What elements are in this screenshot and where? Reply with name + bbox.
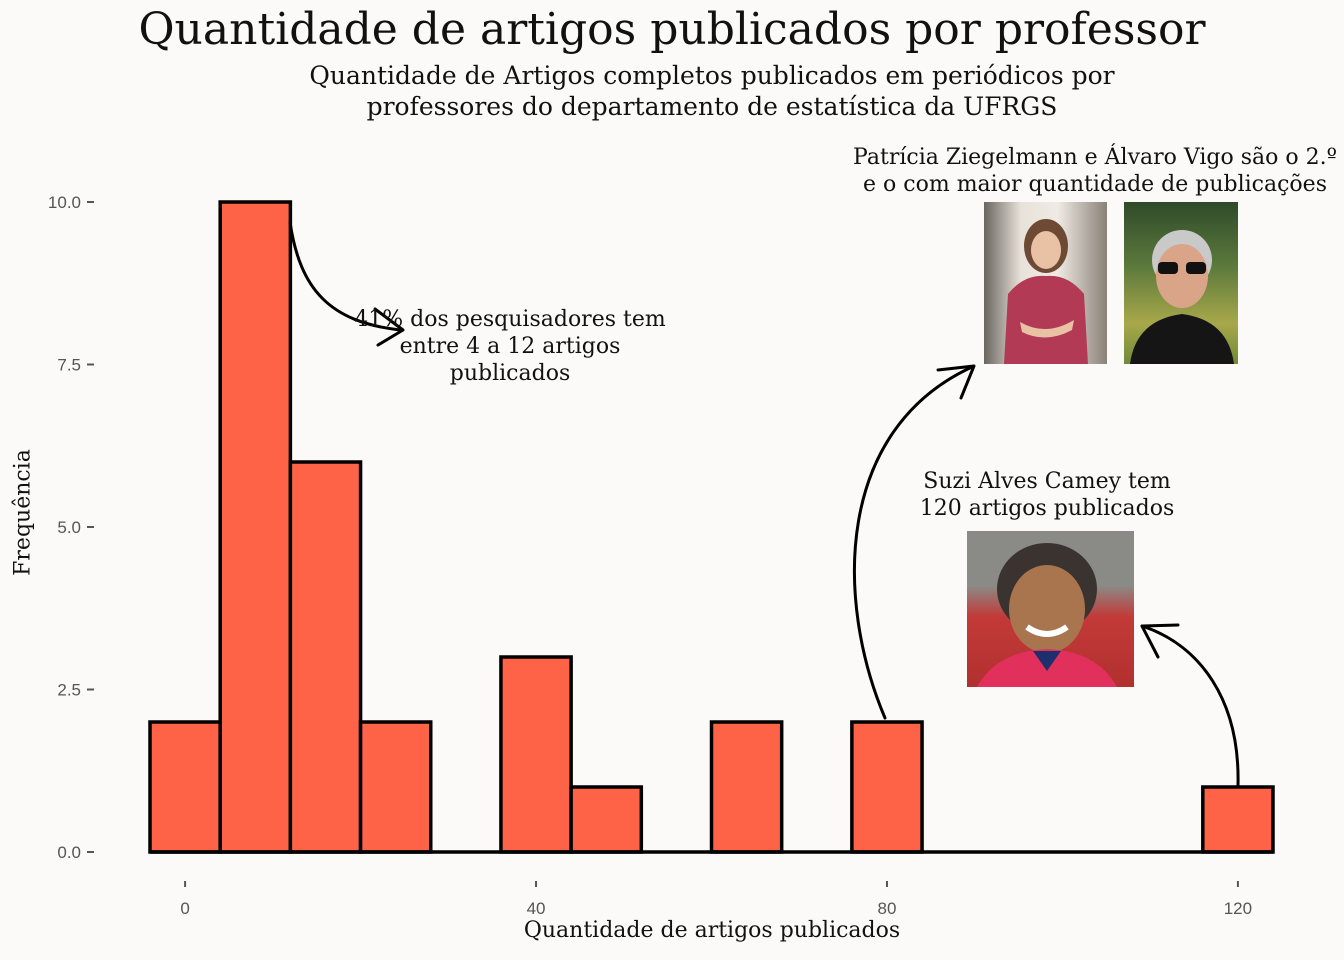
histogram-bars: [148, 200, 1275, 854]
x-tick-label: 0: [180, 899, 189, 918]
photo-suzi: [967, 531, 1134, 687]
x-axis-ticks: 0 40 80 120: [180, 881, 1252, 918]
x-tick-label: 40: [527, 899, 546, 918]
histogram-bar: [499, 655, 573, 854]
y-tick-label: 2.5: [57, 681, 81, 700]
arrow-to-top-photos: [852, 365, 974, 720]
arrow-to-left-annotation: [288, 220, 402, 332]
arrowhead-top: [936, 364, 976, 400]
y-axis-label: Frequência: [10, 449, 36, 576]
chart-subtitle: Quantidade de Artigos completos publicad…: [309, 61, 1115, 121]
x-axis-label: Quantidade de artigos publicados: [523, 918, 901, 943]
histogram-bar: [709, 720, 784, 854]
histogram-bar: [218, 200, 293, 854]
y-tick-label: 5.0: [57, 518, 81, 537]
annotation-arrows: [288, 220, 1240, 787]
histogram-bar: [1201, 785, 1275, 854]
photo-patricia: [984, 202, 1107, 364]
histogram-bar: [850, 720, 924, 854]
histogram-bar: [358, 720, 433, 854]
y-tick-label: 0.0: [57, 843, 81, 862]
annotation-percentage: 41% dos pesquisadores tem entre 4 a 12 a…: [354, 307, 666, 386]
chart-title: Quantidade de artigos publicados por pro…: [138, 4, 1206, 55]
y-tick-label: 7.5: [57, 356, 81, 375]
arrowhead-suzi: [1140, 623, 1180, 659]
annotation-top-professors: Patrícia Ziegelmann e Álvaro Vigo são o …: [853, 145, 1337, 197]
histogram-bar: [569, 785, 644, 854]
x-tick-label: 120: [1224, 899, 1252, 918]
photo-alvaro: [1124, 202, 1238, 364]
y-tick-label: 10.0: [48, 193, 81, 212]
annotation-suzi: Suzi Alves Camey tem 120 artigos publica…: [919, 469, 1175, 521]
arrow-to-suzi-photo: [1140, 624, 1240, 787]
arrowhead-left: [373, 307, 405, 347]
y-axis-ticks: 0.0 2.5 5.0 7.5 10.0: [48, 193, 94, 862]
histogram-bar: [288, 460, 363, 854]
x-tick-label: 80: [878, 899, 897, 918]
histogram-bar: [148, 720, 222, 854]
